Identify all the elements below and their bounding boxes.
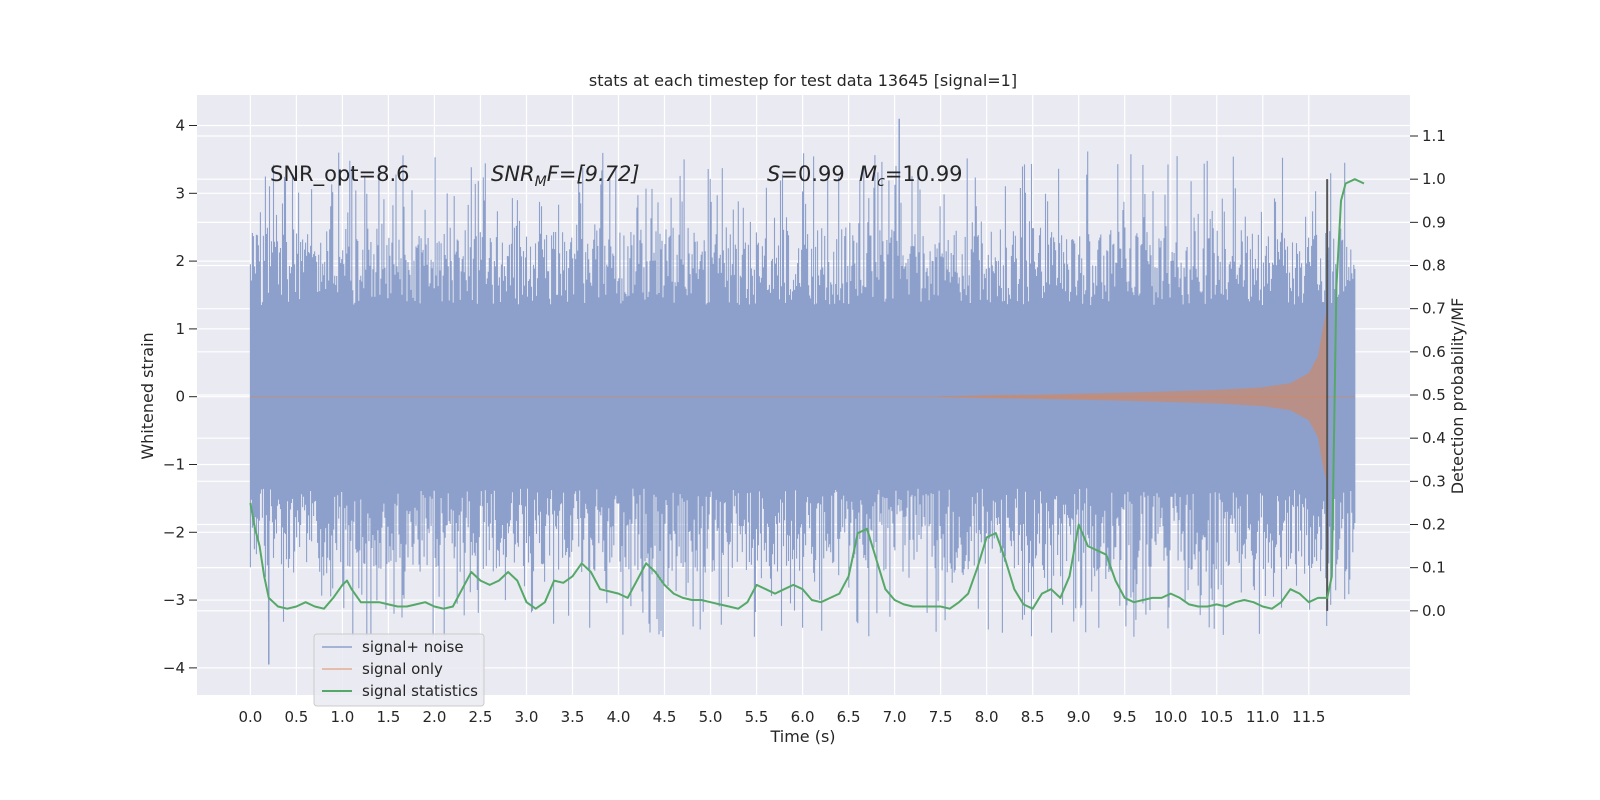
y-tick-label: 1	[175, 320, 185, 338]
x-tick-label: 10.5	[1200, 708, 1233, 726]
x-axis-ticks: 0.0 0.5 1.0 1.5 2.0 2.5 3.0 3.5 4.0 4.5 5.0 5.5 6.0 6…	[238, 708, 1325, 726]
y2-tick-label: 0.0	[1422, 602, 1446, 620]
x-tick-label: 0.0	[238, 708, 262, 726]
legend-label-signal-statistics: signal statistics	[362, 682, 478, 700]
y-tick-label: −2	[163, 523, 185, 541]
x-tick-label: 8.0	[975, 708, 999, 726]
annotation-snr-mf: SNRMF=[9.72]	[491, 162, 640, 190]
series-signal-only	[250, 308, 1355, 485]
annotation-mc-value: =10.99	[885, 162, 963, 186]
x-tick-label: 6.5	[837, 708, 861, 726]
annotation-mc: Mc=10.99	[859, 162, 963, 190]
annotation-mc-subscript: c	[877, 174, 885, 190]
annotation-mc-symbol: M	[859, 162, 877, 186]
legend-box	[313, 633, 485, 707]
x-tick-label: 0.5	[284, 708, 308, 726]
y-tick-label: −4	[163, 659, 185, 677]
y2-tick-label: 0.8	[1422, 257, 1446, 275]
x-tick-label: 8.5	[1021, 708, 1045, 726]
legend-label-signal-noise: signal+ noise	[362, 638, 464, 656]
annotation-snr-mf-symbol: SNR	[491, 162, 535, 186]
y2-tick-label: 0.4	[1422, 429, 1446, 447]
y2-tick-label: 1.0	[1422, 170, 1446, 188]
x-tick-label: 2.0	[423, 708, 447, 726]
legend-label-signal-only: signal only	[362, 660, 443, 678]
x-tick-label: 3.5	[561, 708, 585, 726]
x-tick-label: 5.5	[745, 708, 769, 726]
annotation-s-value: =0.99	[780, 162, 844, 186]
x-tick-label: 1.0	[330, 708, 354, 726]
y2-tick-label: 0.5	[1422, 386, 1446, 404]
x-tick-label: 1.5	[376, 708, 400, 726]
legend: signal+ noise signal only signal statist…	[313, 633, 485, 707]
annotation-snr-mf-value: F=[9.72]	[547, 162, 640, 186]
chart-title: stats at each timestep for test data 136…	[589, 71, 1017, 90]
x-tick-label: 9.5	[1113, 708, 1137, 726]
y-axis-ticks: 4 3 2 1 0 −1 −2 −3 −4	[163, 117, 197, 677]
y2-axis-title: Detection probability/MF	[1448, 298, 1467, 495]
y2-tick-label: 0.7	[1422, 300, 1446, 318]
x-tick-label: 9.0	[1067, 708, 1091, 726]
x-tick-label: 5.0	[699, 708, 723, 726]
x-tick-label: 2.5	[469, 708, 493, 726]
y-tick-label: 3	[175, 184, 185, 202]
x-tick-label: 7.0	[883, 708, 907, 726]
y2-axis-ticks: 1.1 1.0 0.9 0.8 0.7 0.6 0.5 0.4 0.3 0.2 0.1 0.0	[1410, 127, 1446, 620]
y-tick-label: −3	[163, 591, 185, 609]
y2-tick-label: 0.3	[1422, 472, 1446, 490]
y-axis-title: Whitened strain	[138, 332, 157, 459]
signal-statistics-line	[249, 178, 1365, 610]
y2-tick-label: 0.1	[1422, 559, 1446, 577]
series-signal-statistics	[249, 178, 1365, 610]
y2-tick-label: 1.1	[1422, 127, 1446, 145]
x-tick-label: 4.5	[653, 708, 677, 726]
x-tick-label: 7.5	[929, 708, 953, 726]
x-tick-label: 4.0	[607, 708, 631, 726]
annotation-s: S=0.99	[767, 162, 845, 186]
x-axis-title: Time (s)	[769, 727, 835, 746]
annotation-s-symbol: S	[767, 162, 780, 186]
y-tick-label: 0	[175, 388, 185, 406]
y-tick-label: −1	[163, 455, 185, 473]
annotation-snr-opt: SNR_opt=8.6	[270, 162, 410, 187]
x-tick-label: 11.5	[1292, 708, 1325, 726]
y-tick-label: 2	[175, 252, 185, 270]
y2-tick-label: 0.2	[1422, 515, 1446, 533]
annotation-snr-mf-subscript: M	[535, 174, 547, 190]
x-tick-label: 11.0	[1246, 708, 1279, 726]
x-tick-label: 3.0	[515, 708, 539, 726]
y2-tick-label: 0.6	[1422, 343, 1446, 361]
x-tick-label: 10.0	[1154, 708, 1187, 726]
x-tick-label: 6.0	[791, 708, 815, 726]
y2-tick-label: 0.9	[1422, 213, 1446, 231]
y-tick-label: 4	[175, 117, 185, 135]
